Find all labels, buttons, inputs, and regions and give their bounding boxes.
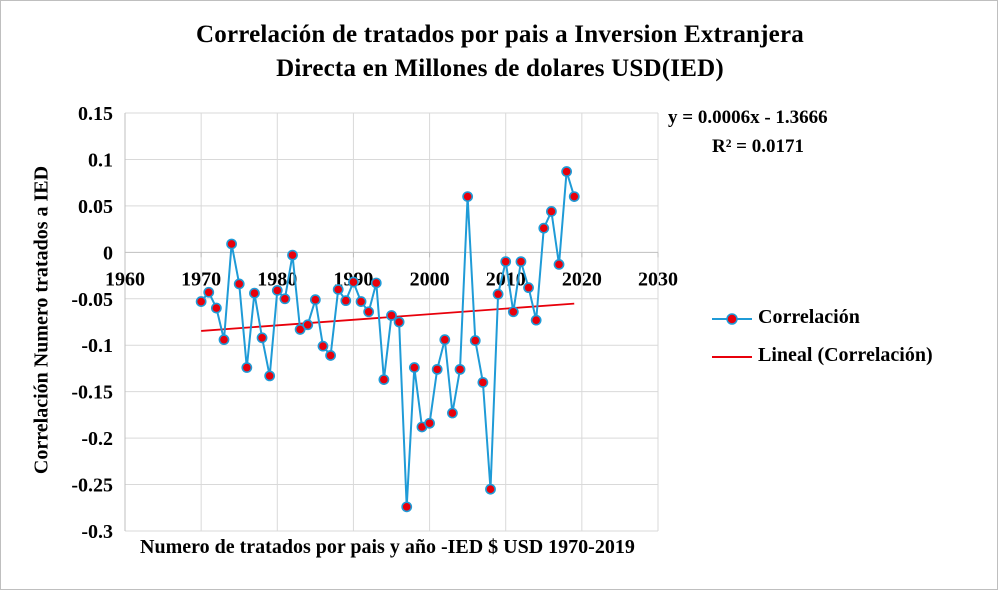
data-point [317, 340, 329, 352]
data-point [302, 319, 314, 331]
data-point [195, 296, 207, 307]
y-tick-label: -0.1 [81, 335, 113, 357]
data-point [424, 417, 435, 429]
data-point [386, 310, 397, 321]
data-point [408, 362, 420, 373]
data-point [439, 334, 451, 346]
data-point [249, 287, 260, 299]
y-tick-label: -0.15 [71, 382, 113, 404]
x-tick-label: 2020 [562, 268, 602, 290]
data-point [378, 374, 390, 385]
data-point [485, 483, 496, 495]
data-point [363, 306, 375, 318]
x-tick-label: 1970 [181, 268, 221, 290]
data-point [370, 277, 382, 289]
y-tick-label: 0.1 [88, 149, 113, 171]
data-point [287, 249, 298, 261]
data-point [332, 284, 344, 295]
data-point [500, 256, 512, 268]
data-point [492, 288, 504, 300]
data-point [294, 324, 306, 335]
legend-line-icon [712, 356, 752, 358]
data-point [469, 335, 481, 346]
y-tick-label: -0.2 [81, 428, 113, 450]
data-point [325, 350, 336, 361]
x-tick-label: 2000 [410, 268, 450, 290]
data-point [226, 238, 237, 250]
data-point [477, 376, 489, 388]
data-point [256, 332, 268, 344]
data-point [210, 302, 222, 314]
data-point [218, 334, 230, 346]
data-point [279, 293, 291, 305]
legend-label-correlacion: Correlación [758, 306, 860, 328]
data-point [462, 191, 474, 202]
data-point [561, 166, 573, 177]
x-tick-label: 2010 [486, 268, 526, 290]
data-point [203, 286, 215, 298]
data-point [264, 370, 276, 382]
x-tick-label: 1960 [105, 268, 145, 290]
chart-title: Correlación de tratados por pais a Inver… [80, 18, 920, 86]
data-point [523, 282, 534, 294]
chart-title-line-2: Directa en Millones de dolares USD(IED) [276, 55, 724, 82]
data-point [515, 256, 527, 268]
data-point [355, 296, 367, 307]
legend-label-lineal: Lineal (Correlación) [758, 344, 933, 366]
y-tick-label: 0.15 [78, 103, 113, 125]
y-tick-label: -0.25 [71, 475, 113, 497]
data-point [241, 362, 253, 373]
data-point [309, 294, 321, 306]
data-point [431, 363, 443, 375]
data-point [530, 314, 542, 326]
data-point [507, 306, 519, 318]
data-point [553, 259, 565, 270]
r-squared-value: R² = 0.0171 [712, 136, 804, 157]
data-point [393, 316, 405, 328]
data-point [233, 278, 245, 290]
chart-title-line-1: Correlación de tratados por pais a Inver… [196, 21, 804, 48]
data-point [538, 222, 550, 234]
data-point [271, 285, 283, 296]
x-tick-label: 2030 [638, 268, 678, 290]
data-point [447, 407, 458, 419]
series-line-correlacion [200, 170, 576, 508]
data-point [340, 295, 352, 307]
data-point [401, 501, 413, 513]
data-point [568, 191, 580, 202]
y-tick-label: 0.05 [78, 196, 113, 218]
data-point [546, 206, 557, 217]
y-axis-label: Correlación Numero tratados a IED [30, 165, 53, 475]
legend-marker-icon [712, 313, 752, 325]
data-point [454, 363, 466, 375]
y-tick-label: -0.3 [81, 521, 113, 543]
x-axis-label: Numero de tratados por pais y año -IED $… [140, 536, 635, 558]
y-tick-label: 0 [103, 242, 113, 264]
y-tick-label: -0.05 [71, 289, 113, 311]
data-point [348, 276, 359, 288]
trendline-equation: y = 0.0006x - 1.3666 [668, 107, 828, 128]
